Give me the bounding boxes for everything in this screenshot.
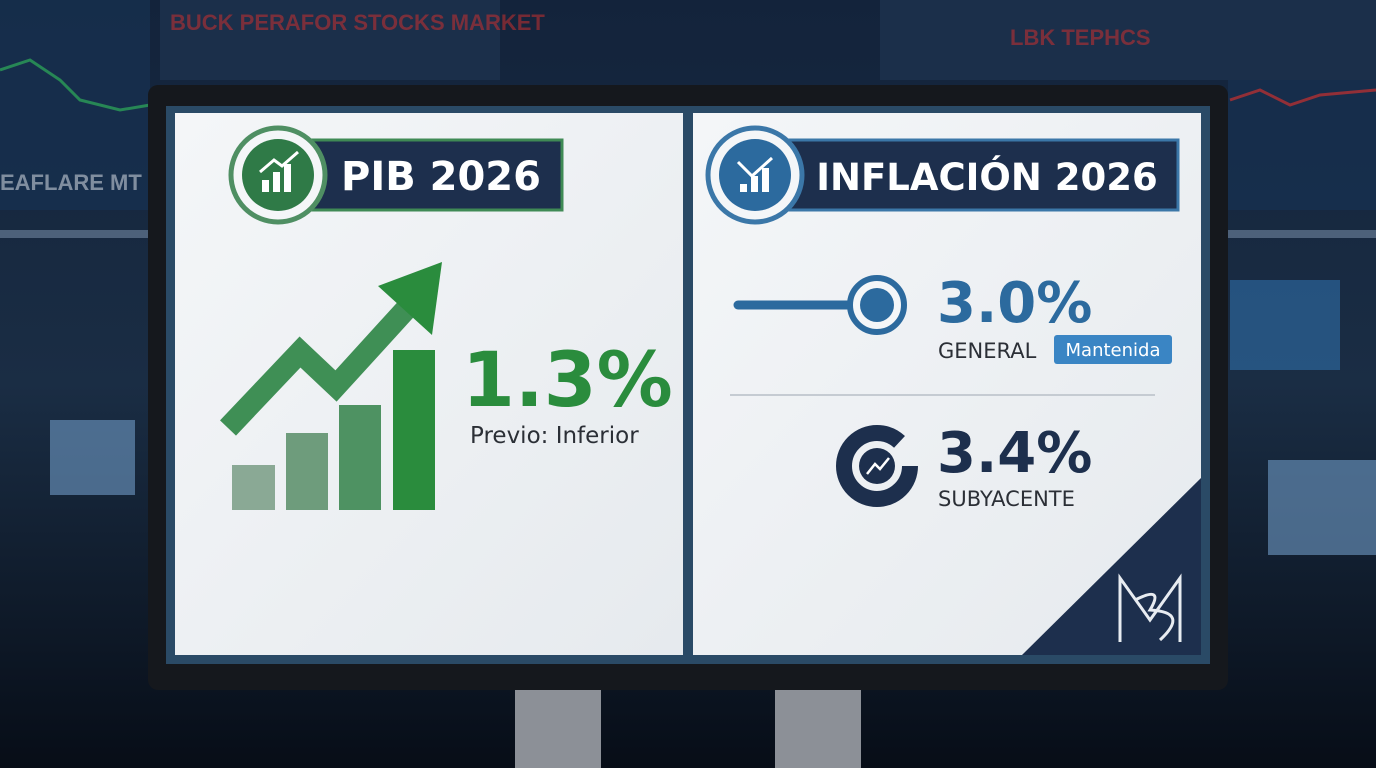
left-wall-screen [0, 0, 150, 210]
light-strip [0, 230, 150, 238]
monitor-stand [515, 688, 601, 768]
trend-arrow [220, 288, 427, 436]
icon [866, 457, 890, 475]
inflation-label: GENERAL [938, 339, 1037, 363]
icon [259, 150, 299, 174]
bar-icon [393, 350, 435, 510]
bar-icon [232, 465, 275, 510]
ticker-line [0, 58, 151, 112]
light-strip [1228, 230, 1376, 238]
top-ticker-board [880, 0, 1376, 80]
ticker-text: EAFLARE MT [0, 170, 142, 195]
gdp-note: Previo: Inferior [470, 423, 639, 449]
icon [262, 180, 269, 192]
monitor-stand [775, 688, 861, 768]
ticker-text: LBK TEPHCS [1010, 25, 1151, 50]
status-badge-text: Mantenida [1066, 340, 1161, 361]
trend-arrow-head [378, 262, 442, 335]
icon [273, 172, 280, 192]
status-badge [1054, 335, 1172, 364]
icon [284, 164, 291, 192]
logo [1118, 573, 1182, 642]
ticker-text: BUCK PERAFOR STOCKS MARKET [170, 10, 545, 35]
icon [740, 184, 747, 192]
panel-title: INFLACIÓN 2026 [816, 155, 1157, 199]
bar-icon [339, 405, 381, 510]
title-bar [773, 138, 1180, 212]
donut-icon [836, 425, 918, 507]
top-ticker-board [160, 0, 500, 80]
icon [736, 156, 774, 179]
inflation-value: 3.4% [937, 421, 1092, 486]
desk-monitor [50, 420, 135, 495]
icon [751, 176, 758, 192]
title-bar [298, 138, 564, 212]
desk-monitor [1230, 280, 1340, 370]
ticker-line [1229, 88, 1376, 107]
inflation-value: 3.0% [937, 271, 1092, 336]
panel-title: PIB 2026 [341, 154, 541, 200]
icon [762, 168, 769, 192]
gdp-value: 1.3% [462, 335, 673, 424]
slider-knob-inner [860, 288, 894, 322]
inflation-label: SUBYACENTE [938, 487, 1075, 511]
bar-icon [286, 433, 328, 510]
desk-monitor [1268, 460, 1376, 555]
